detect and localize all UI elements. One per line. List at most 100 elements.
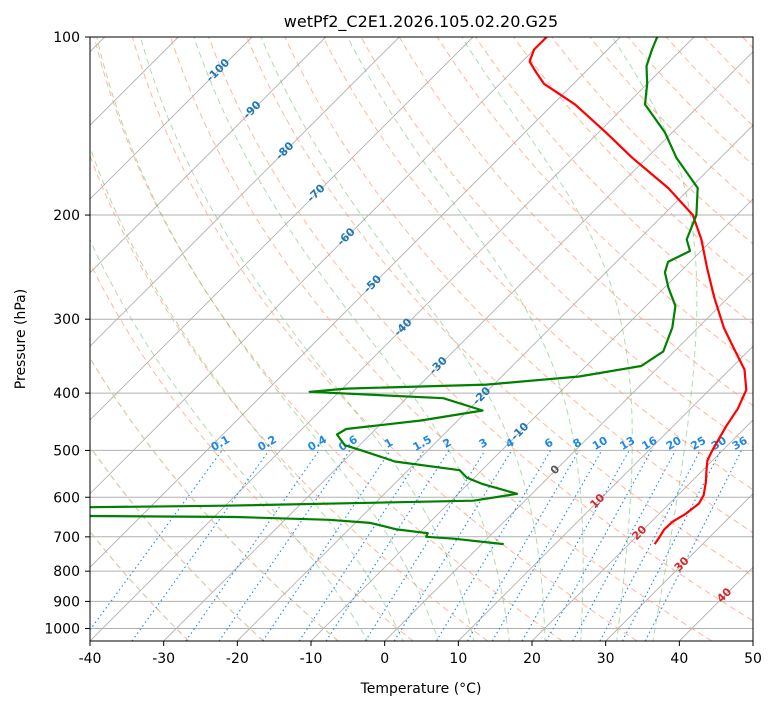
x-axis-ticks: -40 -30 -20 -10 0 10 20 30 40 50 (79, 641, 762, 667)
mixing-ratio-line (218, 450, 351, 641)
dry-adiabat (589, 37, 753, 205)
mixing-ratio-line (521, 450, 630, 641)
mixing-ratio-line (599, 450, 701, 641)
y-axis-label: Pressure (hPa) (13, 289, 29, 389)
mixing-ratio-line (325, 450, 450, 641)
isotherm-line (90, 37, 695, 641)
isotherm-line (678, 566, 753, 641)
moist-adiabat (193, 37, 510, 641)
isotherm-label: -30 (427, 354, 450, 377)
y-tick-label: 600 (53, 490, 80, 506)
mixing-ratio-line (435, 450, 552, 641)
dry-adiabat (90, 356, 339, 641)
dry-adiabat (742, 37, 753, 49)
x-tick-label: 0 (380, 651, 389, 667)
dry-adiabat (131, 37, 638, 641)
dry-adiabat (703, 37, 753, 88)
dry-adiabat (90, 154, 488, 641)
isotherm-line (90, 37, 621, 568)
isotherm-line (90, 37, 400, 347)
profile-series (90, 37, 748, 546)
temperature-profile-line (528, 37, 748, 545)
dry-adiabat (93, 37, 563, 641)
moist-adiabat (461, 37, 633, 641)
moist-adiabat (347, 37, 584, 641)
isotherm-label: -70 (304, 181, 327, 204)
mixing-ratio-label: 6 (542, 436, 555, 451)
dry-adiabat (436, 37, 753, 366)
isotherm-line (310, 198, 753, 641)
isotherm-line (90, 37, 327, 274)
y-tick-label: 300 (53, 312, 80, 328)
mixing-ratio-line (364, 450, 486, 641)
mixing-ratio-line (644, 450, 742, 641)
dry-adiabat (398, 37, 753, 407)
isotherm-line (236, 124, 753, 641)
dry-adiabat (246, 37, 753, 577)
isotherm-label: 10 (587, 491, 607, 511)
isotherm-line (752, 640, 753, 641)
plot-frame (89, 36, 754, 642)
x-axis-label: Temperature (°C) (360, 681, 482, 697)
chart-title: wetPf2_C2E1.2026.105.02.20.G25 (284, 12, 558, 32)
mixing-ratio-line (262, 450, 391, 641)
isotherm-label: -80 (273, 139, 296, 162)
x-tick-label: -30 (152, 651, 175, 667)
isotherm-line (90, 37, 253, 200)
isotherm-line (531, 419, 753, 641)
isotherm-line (163, 51, 753, 641)
isotherm-line (384, 272, 753, 641)
dry-adiabat (627, 37, 753, 166)
isotherm-line (457, 345, 753, 641)
isotherm-line (90, 37, 474, 421)
isotherm-label: 0 (548, 462, 563, 477)
moist-adiabat (260, 37, 546, 641)
x-tick-label: 30 (597, 651, 615, 667)
x-tick-label: -20 (226, 651, 249, 667)
moist-adiabat (611, 37, 698, 641)
moist-adiabat (90, 145, 404, 641)
y-axis-ticks: 100 200 300 400 500 600 700 800 900 1000 (44, 30, 90, 637)
y-tick-label: 900 (53, 594, 80, 610)
x-tick-label: -10 (300, 651, 323, 667)
mixing-ratio-line (545, 450, 652, 641)
dry-adiabat (322, 37, 753, 491)
mixing-ratio-line (131, 450, 270, 641)
mixing-ratio-line (467, 450, 580, 641)
mixing-ratio-line (298, 450, 425, 641)
y-tick-label: 1000 (44, 621, 80, 637)
dry-adiabat (360, 37, 753, 449)
mixing-ratio-line (185, 450, 320, 641)
y-tick-label: 200 (53, 208, 80, 224)
isotherm-label: -50 (361, 272, 384, 295)
x-tick-label: 40 (670, 651, 688, 667)
mixing-ratio-label: 2 (441, 436, 454, 451)
isotherm-line (90, 37, 548, 495)
isotherm-label: -100 (204, 56, 233, 85)
mixing-ratio-line (491, 450, 603, 641)
mixing-ratio-line (572, 450, 676, 641)
dry-adiabat (208, 37, 753, 622)
dry-adiabat (475, 37, 753, 325)
x-tick-label: -40 (79, 651, 102, 667)
isotherm-line (605, 493, 753, 641)
isotherm-label: -60 (335, 225, 358, 248)
plot-area: -100-90-80-70-60-50-40-30-20-10010203040… (90, 37, 753, 641)
dry-adiabat (665, 37, 753, 127)
mixing-ratio-lines (90, 450, 742, 641)
y-tick-label: 500 (53, 443, 80, 459)
grid-lines (90, 37, 753, 641)
moist-adiabat (139, 37, 475, 641)
mixing-ratio-label: 3 (477, 436, 490, 451)
y-tick-label: 800 (53, 564, 80, 580)
x-tick-label: 10 (449, 651, 467, 667)
dewpoint-profile-line (90, 37, 699, 546)
isotherm-label: -20 (470, 384, 493, 407)
dry-adiabat (513, 37, 753, 285)
y-tick-label: 400 (53, 386, 80, 402)
dry-adiabats (90, 37, 753, 641)
y-tick-label: 700 (53, 530, 80, 546)
